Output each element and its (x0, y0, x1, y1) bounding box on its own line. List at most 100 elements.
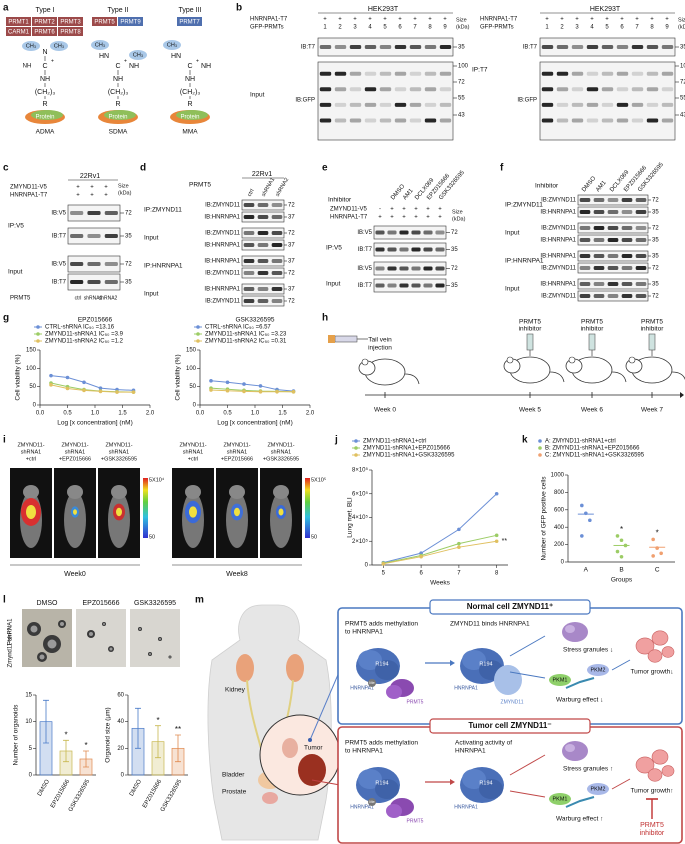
label: IB:T7 (358, 283, 373, 289)
label: C (115, 63, 120, 70)
label: N (42, 49, 47, 56)
pkm1 (549, 793, 571, 805)
panel-letter: b (236, 3, 242, 14)
mouse-image (273, 485, 289, 499)
mouse (404, 373, 420, 385)
connector (309, 669, 341, 741)
legend-label: ZMYND11-shRNA1 IC₅₀ =3.9 (45, 332, 124, 338)
x-tick-label: GSK3326595 (68, 778, 92, 813)
band (364, 87, 377, 92)
point (457, 545, 461, 549)
label: GFP-PRMTs (480, 25, 514, 31)
y-tick-label: 100 (26, 366, 37, 372)
band (257, 231, 269, 235)
y-label: Cell viability (%) (15, 354, 22, 400)
label: IB:ZMYND11 (205, 299, 241, 305)
label: 100 (458, 64, 469, 70)
enzyme-box (6, 17, 31, 26)
band (635, 282, 647, 286)
legend-dot (538, 453, 542, 457)
organoid (149, 653, 151, 655)
band (364, 118, 377, 123)
label: IB:ZMYND11 (541, 226, 577, 232)
arrow (611, 778, 631, 790)
mouse-image (185, 485, 201, 499)
band (571, 102, 584, 107)
band (646, 102, 659, 107)
legend-dot (36, 332, 40, 336)
label: ZMYND11-V5 (330, 207, 368, 213)
legend-label: ZMYND11-shRNA1 IC₅₀ =3.23 (205, 332, 287, 338)
band (87, 234, 101, 238)
point (98, 389, 103, 394)
label: 2 (338, 25, 342, 31)
y-tick-label: 60 (117, 693, 124, 699)
organoid (139, 628, 141, 630)
panel-letter: f (500, 163, 504, 174)
syringe (334, 335, 358, 343)
enzyme-box (6, 27, 31, 36)
label: IB:HNRNPA1 (540, 254, 576, 260)
y-tick-label: 6×10⁵ (352, 490, 369, 497)
band (439, 45, 452, 49)
label: 50 (149, 534, 155, 540)
band (257, 203, 269, 207)
label: inhibitor (581, 326, 605, 333)
band (399, 283, 409, 288)
band (621, 294, 633, 298)
error-bar (135, 707, 141, 749)
legend-dot (196, 325, 200, 329)
label: ZMYND11- (105, 442, 132, 448)
mouse-image (111, 485, 127, 499)
label: IB:ZMYND11 (205, 231, 241, 237)
label: (kDa) (452, 216, 466, 222)
band (435, 230, 445, 235)
band (349, 71, 362, 76)
syringe (588, 333, 596, 351)
label: R (187, 101, 192, 108)
band (571, 45, 584, 49)
label: IB:HNRNPA1 (540, 210, 576, 216)
label: 7 (635, 25, 639, 31)
label: Tumor growth↑ (630, 788, 673, 795)
organoid-image (130, 609, 180, 667)
connector (311, 779, 341, 786)
label: ** (502, 538, 508, 545)
label: + (124, 58, 127, 64)
enzyme-box (118, 17, 143, 26)
label: IB:T7 (52, 280, 67, 286)
band (364, 45, 377, 49)
legend-dot (354, 446, 358, 450)
label: PKM1 (553, 796, 568, 802)
label: shRNA1 (109, 449, 129, 455)
label: + (635, 17, 639, 23)
band (87, 262, 101, 266)
syringe (328, 335, 335, 343)
band (411, 283, 421, 288)
series-line (210, 389, 294, 393)
y-label: Number of organoids (13, 704, 20, 765)
band (593, 210, 605, 214)
label: GSK3326595 (134, 600, 176, 607)
y-tick-label: 0 (561, 560, 565, 566)
label: PKM2 (591, 667, 606, 673)
label: IB:ZMYND11 (541, 294, 577, 300)
label: Size (118, 183, 129, 189)
band (435, 266, 445, 271)
point (494, 491, 499, 496)
point (457, 527, 461, 532)
point (65, 386, 70, 391)
x-tick-label: 1.5 (278, 411, 287, 417)
balance (565, 677, 595, 689)
y-tick-label: 50 (29, 384, 36, 390)
band (541, 87, 554, 92)
label: 72 (288, 203, 295, 209)
label: shRNA2 (275, 177, 290, 198)
label: Size (456, 17, 467, 23)
band (387, 283, 397, 288)
label: Week 5 (519, 407, 541, 414)
label: 35 (451, 283, 458, 289)
label: IB:HNRNPA1 (204, 287, 240, 293)
blot (373, 261, 447, 276)
band (411, 266, 421, 271)
